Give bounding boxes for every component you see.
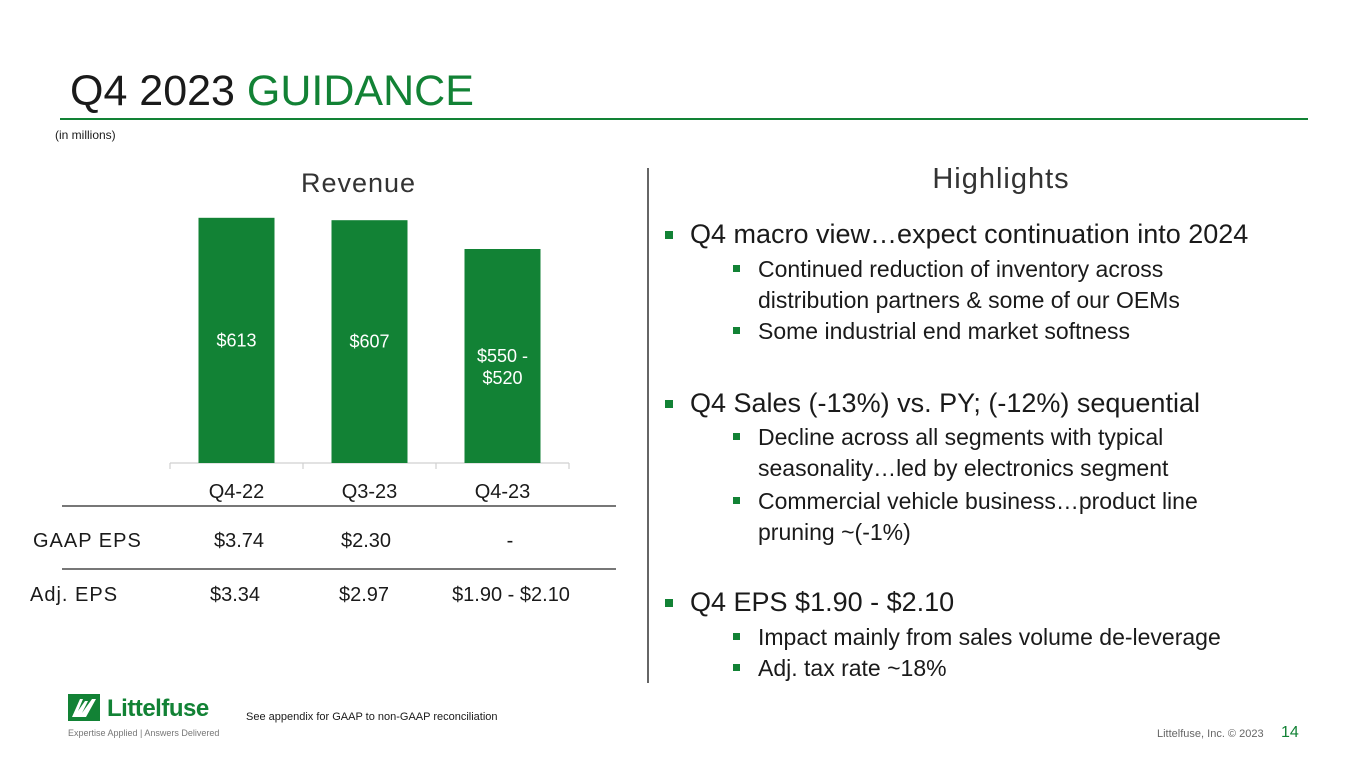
bar-q4-22 [198, 217, 275, 463]
highlight-sub-text: Impact mainly from sales volume de-lever… [758, 624, 1221, 650]
bullet-square-icon [733, 497, 740, 504]
highlight-sub-text: Commercial vehicle business…product line [758, 488, 1198, 514]
highlight-text: Q4 EPS $1.90 - $2.10 [690, 587, 955, 617]
units-note: (in millions) [55, 128, 116, 142]
highlight-sub-text: Some industrial end market softness [758, 318, 1131, 344]
bullet-square-icon [665, 231, 673, 239]
eps-mid-rule [62, 568, 616, 570]
eps-adj-q4-23: $1.90 - $2.10 [452, 584, 570, 606]
footnote: See appendix for GAAP to non-GAAP reconc… [246, 711, 498, 723]
bar-data-label-line: $607 [349, 332, 389, 352]
bullet-square-icon [665, 400, 673, 408]
page-title: Q4 2023 GUIDANCE [70, 66, 474, 116]
highlight-text: Q4 macro view…expect continuation into 2… [690, 219, 1249, 249]
highlight-sub-text: seasonality…led by electronics segment [758, 455, 1169, 481]
bullet-square-icon [733, 265, 740, 272]
eps-row-label-gaap: GAAP EPS [33, 530, 142, 552]
bullet-square-icon [733, 664, 740, 671]
column-divider [647, 168, 649, 683]
bar-data-label: $607 [349, 332, 389, 352]
highlight-sub-text: Continued reduction of inventory across [758, 256, 1164, 282]
bar-q4-23 [464, 249, 541, 463]
bullet-square-icon [733, 433, 740, 440]
eps-adj-q3-23: $2.97 [338, 584, 390, 606]
highlight-text: Q4 Sales (-13%) vs. PY; (-12%) sequentia… [690, 388, 1200, 418]
bar-data-label: $613 [216, 330, 256, 350]
eps-gaap-q4-23: - [506, 530, 514, 552]
highlights-title: Highlights [932, 163, 1070, 195]
x-tick-label: Q4-22 [209, 481, 265, 503]
bar-data-label-line: $550 - [477, 346, 528, 366]
bar-data-label: $550 -$520 [477, 346, 528, 388]
highlight-sub-text: Adj. tax rate ~18% [758, 655, 947, 681]
bar-data-label-line: $613 [216, 330, 256, 350]
eps-gaap-q3-23: $2.30 [340, 530, 392, 552]
highlight-sub-text: pruning ~(-1%) [758, 519, 911, 545]
title-part2: GUIDANCE [246, 67, 474, 115]
bullet-square-icon [733, 633, 740, 640]
eps-gaap-q4-22: $3.74 [213, 530, 265, 552]
eps-top-rule [62, 505, 616, 507]
page-number: 14 [1281, 724, 1299, 741]
x-tick-label: Q4-23 [475, 481, 531, 503]
bullet-square-icon [665, 599, 673, 607]
x-tick-label: Q3-23 [342, 481, 398, 503]
littelfuse-logo-icon [68, 694, 100, 721]
chart-title: Revenue [300, 168, 417, 198]
highlight-sub-text: distribution partners & some of our OEMs [758, 287, 1180, 313]
logo-wordmark: Littelfuse [107, 695, 209, 722]
eps-adj-q4-22: $3.34 [209, 584, 261, 606]
bar-data-label-line: $520 [482, 368, 522, 388]
logo-tagline: Expertise Applied | Answers Delivered [68, 728, 220, 738]
eps-row-label-adj: Adj. EPS [30, 584, 119, 606]
title-part1: Q4 2023 [70, 67, 247, 115]
title-divider [60, 118, 1308, 120]
bar-q3-23 [331, 220, 408, 463]
highlight-sub-text: Decline across all segments with typical [758, 424, 1164, 450]
copyright: Littelfuse, Inc. © 2023 [1157, 728, 1264, 740]
bullet-square-icon [733, 327, 740, 334]
